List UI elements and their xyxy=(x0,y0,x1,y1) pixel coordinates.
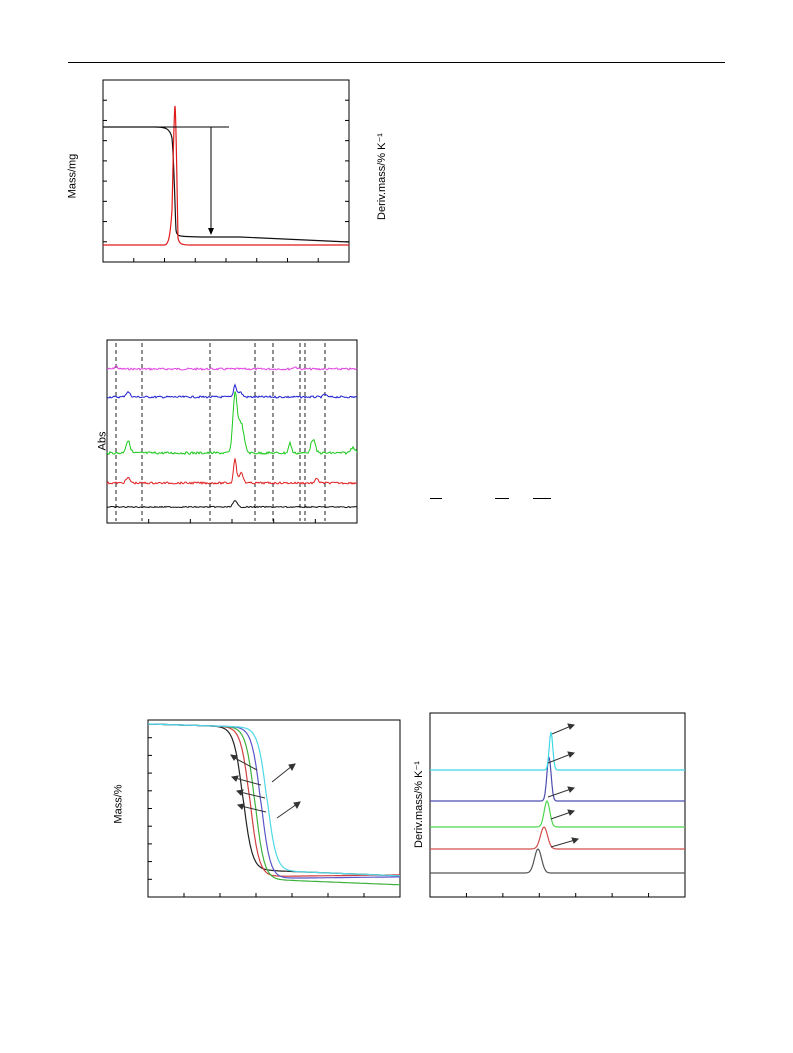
deriv-trace xyxy=(430,826,685,850)
ftir-trace xyxy=(106,365,358,371)
ftir-trace xyxy=(106,383,358,399)
deriv-trace xyxy=(430,731,685,771)
derivative-curve xyxy=(103,105,349,246)
ftir-trace xyxy=(106,499,358,509)
ftir-ticks xyxy=(148,519,316,523)
mass-loss-arrowhead xyxy=(208,228,214,235)
deriv-axis-label: Deriv.mass/% K⁻¹ xyxy=(412,761,425,848)
deriv-chart xyxy=(429,712,686,898)
mass-chart xyxy=(147,719,401,898)
deriv-arrows xyxy=(547,723,580,848)
tg-dtg-frame xyxy=(102,79,350,263)
mass-axis-label: Mass/% xyxy=(112,784,125,824)
deriv-trace xyxy=(430,799,685,828)
mass-ticks xyxy=(148,737,365,897)
deriv-trace xyxy=(430,848,685,874)
mass-arrows xyxy=(230,754,301,819)
tg-dtg-figure: Mass/mg Deriv.mass/% K⁻¹ xyxy=(60,70,400,280)
ftir-chart xyxy=(106,339,358,524)
mass-curve xyxy=(147,723,401,877)
tg-dtg-chart xyxy=(102,79,350,263)
ftir-reference-lines xyxy=(115,343,326,521)
legend-stub-1 xyxy=(430,498,442,499)
page-header-rule xyxy=(68,62,725,63)
mass-curves xyxy=(147,723,401,886)
tg-left-axis-label: Mass/mg xyxy=(66,153,79,199)
ftir-axis-label: Abs xyxy=(96,431,109,451)
mass-curve xyxy=(147,723,401,877)
mass-curve xyxy=(147,723,401,886)
mass-figure: Mass/% xyxy=(105,700,405,910)
ftir-figure: Abs xyxy=(95,335,365,535)
deriv-traces xyxy=(430,731,685,874)
mass-curve xyxy=(147,723,400,877)
ftir-trace xyxy=(106,391,358,456)
deriv-figure: Deriv.mass/% K⁻¹ xyxy=(405,700,690,910)
ftir-trace xyxy=(106,458,358,485)
ftir-traces xyxy=(106,365,358,509)
tg-dtg-ticks xyxy=(103,99,349,262)
tg-right-axis-label: Deriv.mass/% K⁻¹ xyxy=(375,133,388,220)
mass-curve xyxy=(103,126,350,243)
legend-stub-3 xyxy=(533,498,551,499)
deriv-ticks xyxy=(465,893,650,897)
deriv-frame xyxy=(429,712,686,898)
deriv-trace xyxy=(430,756,685,802)
mass-curve xyxy=(147,723,400,879)
legend-stub-2 xyxy=(495,498,509,499)
